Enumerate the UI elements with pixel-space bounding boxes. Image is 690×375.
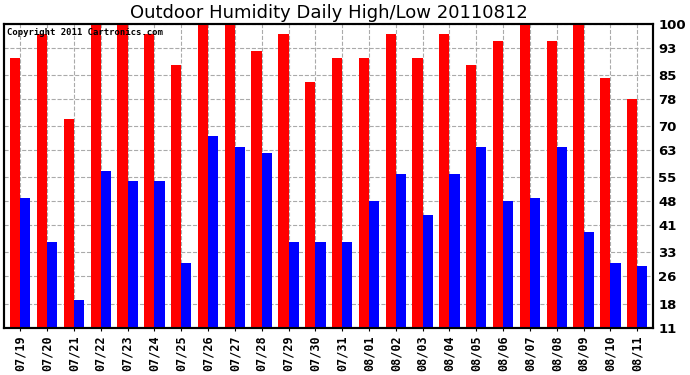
Bar xyxy=(503,201,513,328)
Bar xyxy=(476,147,486,328)
Text: Copyright 2011 Cartronics.com: Copyright 2011 Cartronics.com xyxy=(8,28,164,37)
Bar xyxy=(128,181,138,328)
Bar xyxy=(63,119,74,328)
Bar xyxy=(342,242,353,328)
Bar xyxy=(638,266,647,328)
Bar xyxy=(573,24,584,328)
Bar xyxy=(332,58,342,328)
Bar xyxy=(584,232,594,328)
Bar xyxy=(37,34,47,328)
Bar xyxy=(423,215,433,328)
Bar xyxy=(305,82,315,328)
Bar xyxy=(386,34,396,328)
Bar xyxy=(208,136,218,328)
Bar xyxy=(90,24,101,328)
Bar xyxy=(369,201,380,328)
Bar xyxy=(493,41,503,328)
Bar xyxy=(20,198,30,328)
Bar xyxy=(171,65,181,328)
Bar xyxy=(413,58,423,328)
Bar xyxy=(359,58,369,328)
Bar xyxy=(288,242,299,328)
Bar xyxy=(117,24,128,328)
Bar xyxy=(278,34,288,328)
Bar xyxy=(155,181,165,328)
Bar xyxy=(557,147,567,328)
Bar xyxy=(144,34,155,328)
Bar xyxy=(546,41,557,328)
Bar xyxy=(530,198,540,328)
Bar xyxy=(315,242,326,328)
Bar xyxy=(47,242,57,328)
Bar xyxy=(181,263,191,328)
Bar xyxy=(235,147,245,328)
Bar xyxy=(466,65,476,328)
Bar xyxy=(520,24,530,328)
Bar xyxy=(251,51,262,328)
Bar xyxy=(627,99,638,328)
Bar xyxy=(10,58,20,328)
Bar xyxy=(198,24,208,328)
Bar xyxy=(262,153,272,328)
Bar xyxy=(600,78,611,328)
Bar xyxy=(225,24,235,328)
Bar xyxy=(74,300,84,328)
Bar xyxy=(396,174,406,328)
Bar xyxy=(449,174,460,328)
Bar xyxy=(611,263,620,328)
Title: Outdoor Humidity Daily High/Low 20110812: Outdoor Humidity Daily High/Low 20110812 xyxy=(130,4,528,22)
Bar xyxy=(440,34,449,328)
Bar xyxy=(101,171,111,328)
